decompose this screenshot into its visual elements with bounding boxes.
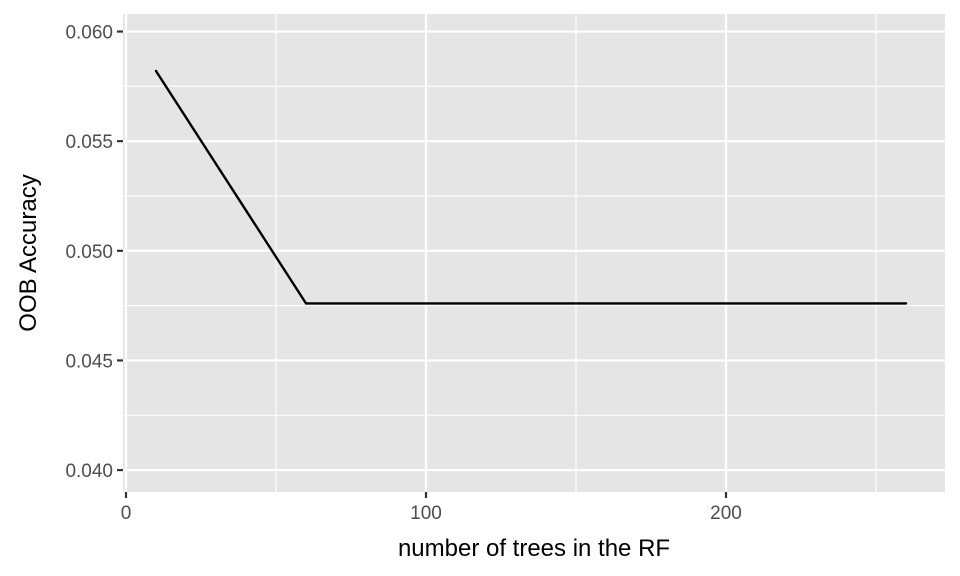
series-layer [154,69,908,305]
data-point [154,69,158,73]
y-tick-label: 0.050 [65,242,113,263]
data-point [904,302,908,305]
minor-gridlines [123,14,945,492]
tick-labels: 0 100 200 0.040 0.045 0.050 0.055 0.060 [65,23,741,524]
y-tick-label: 0.060 [65,23,113,44]
major-gridlines [123,14,945,492]
x-tick-label: 0 [121,503,132,524]
y-tick-label: 0.045 [65,351,113,372]
x-tick-label: 100 [410,503,442,524]
y-tick-label: 0.040 [65,461,113,482]
x-tick-label: 200 [710,503,742,524]
axis-ticks [117,30,728,498]
x-axis-title: number of trees in the RF [398,535,670,562]
plot-panel [123,14,945,492]
y-tick-label: 0.055 [65,132,113,153]
data-point [304,302,308,305]
y-axis-title: OOB Accuracy [15,174,42,331]
